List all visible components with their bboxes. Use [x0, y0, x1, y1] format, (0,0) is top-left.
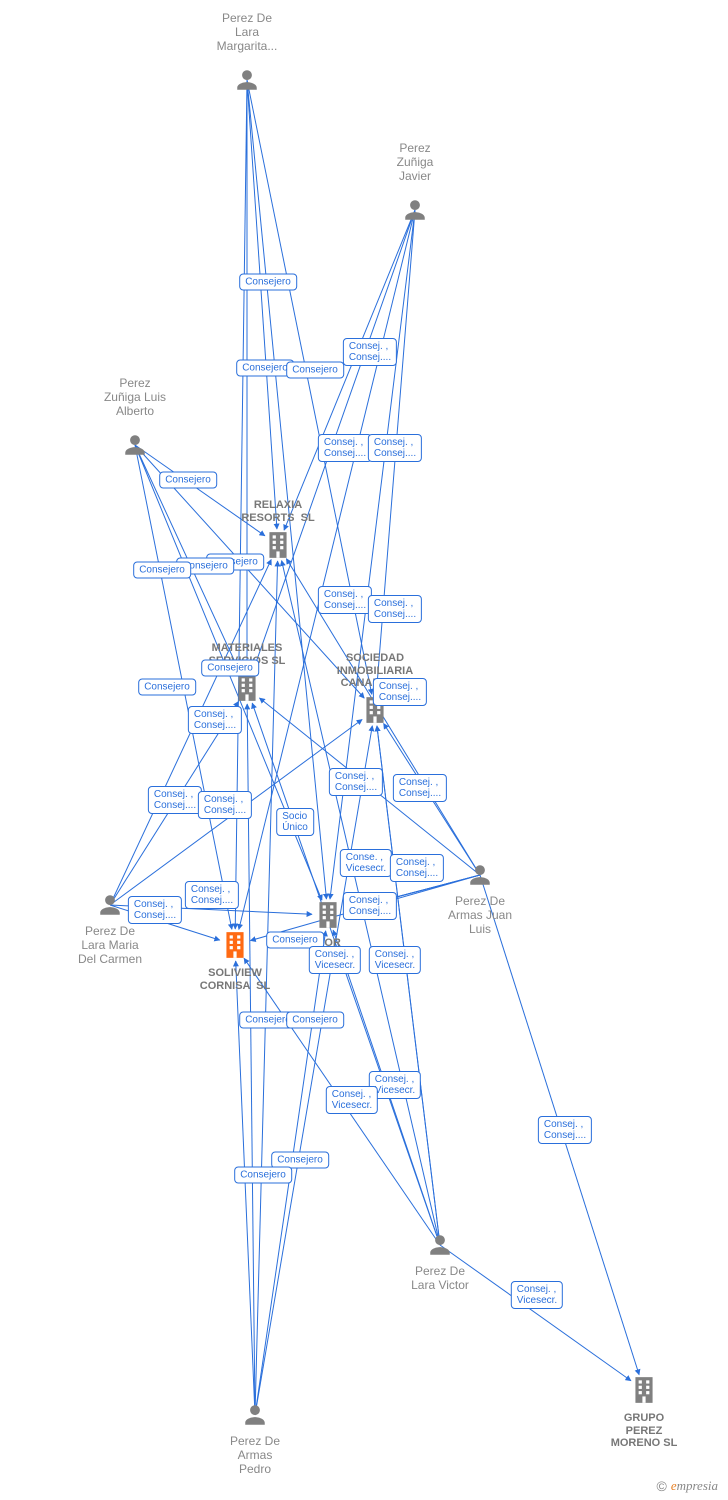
company-node[interactable] — [631, 1375, 657, 1405]
edge-label: Consej. , Consej.... — [148, 786, 202, 814]
edge — [440, 1245, 631, 1381]
person-node[interactable] — [402, 197, 428, 223]
edge-label: Consejero — [234, 1167, 292, 1184]
edge-label: Consej. , Consej.... — [368, 595, 422, 623]
edge-label: Conse. , Vicesecr. — [340, 849, 392, 877]
edge-label: Socio Único — [276, 808, 314, 836]
edge-label: Consej. , Vicesecr. — [369, 946, 421, 974]
person-node[interactable] — [97, 892, 123, 918]
edge-label: Consej. , Consej.... — [329, 768, 383, 796]
edge-label: Consej. , Consej.... — [185, 881, 239, 909]
edge-label: Consej. , Consej.... — [188, 706, 242, 734]
network-graph[interactable] — [0, 0, 728, 1500]
edge-label: Consejero — [159, 472, 217, 489]
company-node[interactable] — [222, 930, 248, 960]
edge-label: Consejero — [286, 362, 344, 379]
edge-label: Consej. , Consej.... — [343, 338, 397, 366]
edge-label: Consejero — [138, 679, 196, 696]
edge-label: Consej. , Vicesecr. — [326, 1086, 378, 1114]
edge-label: Consej. , Consej.... — [198, 791, 252, 819]
edge-label: Consej. , Consej.... — [318, 434, 372, 462]
copyright: © empresia — [656, 1478, 718, 1494]
person-node[interactable] — [467, 862, 493, 888]
person-node[interactable] — [427, 1232, 453, 1258]
person-node[interactable] — [234, 67, 260, 93]
edge-label: Consej. , Consej.... — [343, 892, 397, 920]
edge-label: Consej. , Consej.... — [390, 854, 444, 882]
edge-label: Consej. , Consej.... — [318, 586, 372, 614]
edge-label: Consejero — [133, 562, 191, 579]
edge — [247, 80, 277, 529]
edge-label: Consej. , Vicesecr. — [309, 946, 361, 974]
company-node[interactable] — [265, 530, 291, 560]
edge-label: Consej. , Consej.... — [128, 896, 182, 924]
edge-label: Consejero — [201, 660, 259, 677]
edge-label: Consej. , Consej.... — [393, 774, 447, 802]
edge-label: Consej. , Consej.... — [373, 678, 427, 706]
edge-label: Consej. , Consej.... — [538, 1116, 592, 1144]
company-node[interactable] — [315, 900, 341, 930]
brand: empresia — [671, 1478, 718, 1494]
copyright-symbol: © — [656, 1478, 666, 1494]
edge-label: Consejero — [239, 274, 297, 291]
edge — [247, 80, 326, 899]
edge-label: Consej. , Vicesecr. — [511, 1281, 563, 1309]
edge — [135, 445, 265, 536]
edge-label: Consejero — [236, 360, 294, 377]
edge-label: Consejero — [286, 1012, 344, 1029]
company-node[interactable] — [234, 673, 260, 703]
edge-label: Consej. , Consej.... — [368, 434, 422, 462]
person-node[interactable] — [122, 432, 148, 458]
person-node[interactable] — [242, 1402, 268, 1428]
